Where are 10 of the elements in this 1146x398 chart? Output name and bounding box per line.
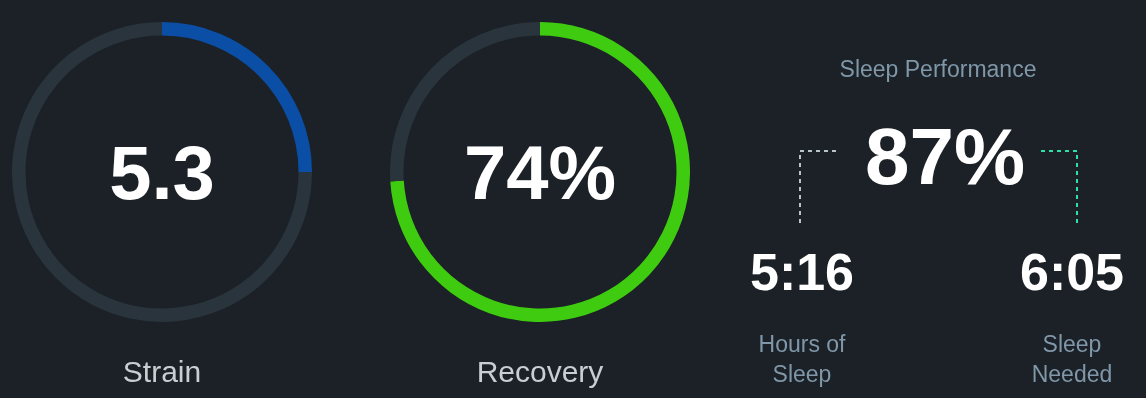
text: Recovery (476, 355, 604, 389)
text: Sleep Performance (838, 55, 1038, 85)
text: 6:05 (1019, 242, 1125, 302)
text: 74% (463, 128, 617, 216)
text: Sleep Needed (1030, 330, 1114, 389)
text: Strain (122, 355, 202, 389)
text: 5.3 (109, 128, 215, 216)
text: 87% (864, 111, 1026, 203)
text: Hours of Sleep (757, 330, 847, 389)
text: 5:16 (749, 242, 855, 302)
